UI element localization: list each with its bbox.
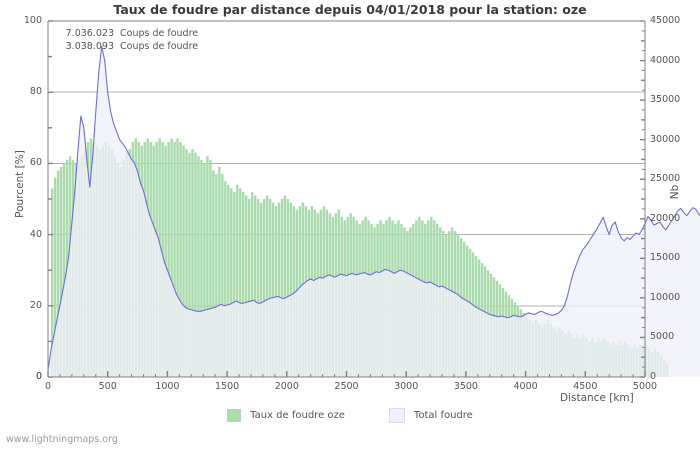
legend-swatch-total	[388, 408, 405, 423]
x-tick-2500: 2500	[334, 381, 359, 392]
x-tick-3000: 3000	[394, 381, 419, 392]
x-tick-500: 500	[98, 381, 117, 392]
annotation-label: Coups de foudre	[120, 28, 199, 39]
legend-label-total: Total foudre	[413, 410, 473, 421]
y-tick-left-100: 100	[23, 15, 42, 26]
y-tick-right-10000: 10000	[650, 291, 681, 303]
x-tick-1500: 1500	[215, 381, 240, 392]
y-tick-right-20000: 20000	[650, 212, 681, 224]
legend-item-rate[interactable]: Taux de foudre oze	[227, 409, 345, 422]
y-tick-left-zero: 0	[35, 371, 42, 382]
x-tick-4500: 4500	[573, 381, 598, 392]
chart-legend: Taux de foudre oze Total foudre	[0, 408, 700, 423]
area-series-total-outline	[47, 45, 700, 370]
x-tick-3500: 3500	[453, 381, 478, 392]
y-tick-left-60: 60	[29, 157, 42, 169]
footer-url: www.lightningmaps.org	[6, 434, 118, 445]
y-tick-right-5000: 5000	[650, 331, 675, 343]
y-axis-left-title: Pourcent [%]	[14, 150, 26, 218]
chart-title: Taux de foudre par distance depuis 04/01…	[113, 2, 587, 17]
y-tick-right-35000: 35000	[650, 94, 681, 106]
y-tick-left-40: 40	[29, 228, 42, 240]
y-tick-right-40000: 40000	[650, 54, 681, 66]
y-tick-left-80: 80	[29, 86, 42, 98]
y-tick-right-0: 0	[650, 371, 657, 382]
x-tick-4000: 4000	[513, 381, 538, 392]
x-tick-5000: 5000	[632, 381, 658, 392]
x-tick-2000: 2000	[274, 381, 299, 392]
annotation-value: 7.036.023	[65, 28, 114, 39]
annotation-value: 3.038.093	[65, 41, 114, 52]
y-tick-right-30000: 30000	[650, 133, 681, 145]
y-tick-right-25000: 25000	[650, 173, 681, 185]
annotation-label: Coups de foudre	[120, 41, 199, 52]
x-tick-0: 0	[44, 381, 52, 392]
y-tick-right-45000: 45000	[650, 15, 681, 26]
legend-label-rate: Taux de foudre oze	[250, 410, 345, 421]
annotation-station-strokes: 3.038.093 Coups de foudre	[58, 41, 198, 52]
x-axis-title: Distance [km]	[560, 392, 634, 404]
y-tick-right-15000: 15000	[650, 252, 681, 264]
x-tick-1000: 1000	[155, 381, 180, 392]
area-series-total	[48, 46, 700, 377]
legend-item-total[interactable]: Total foudre	[388, 408, 473, 423]
annotation-total-strokes: 7.036.023 Coups de foudre	[58, 28, 198, 39]
legend-swatch-rate	[227, 409, 242, 422]
y-tick-left-20: 20	[29, 299, 42, 311]
y-tick-left-0: 0	[35, 371, 42, 382]
